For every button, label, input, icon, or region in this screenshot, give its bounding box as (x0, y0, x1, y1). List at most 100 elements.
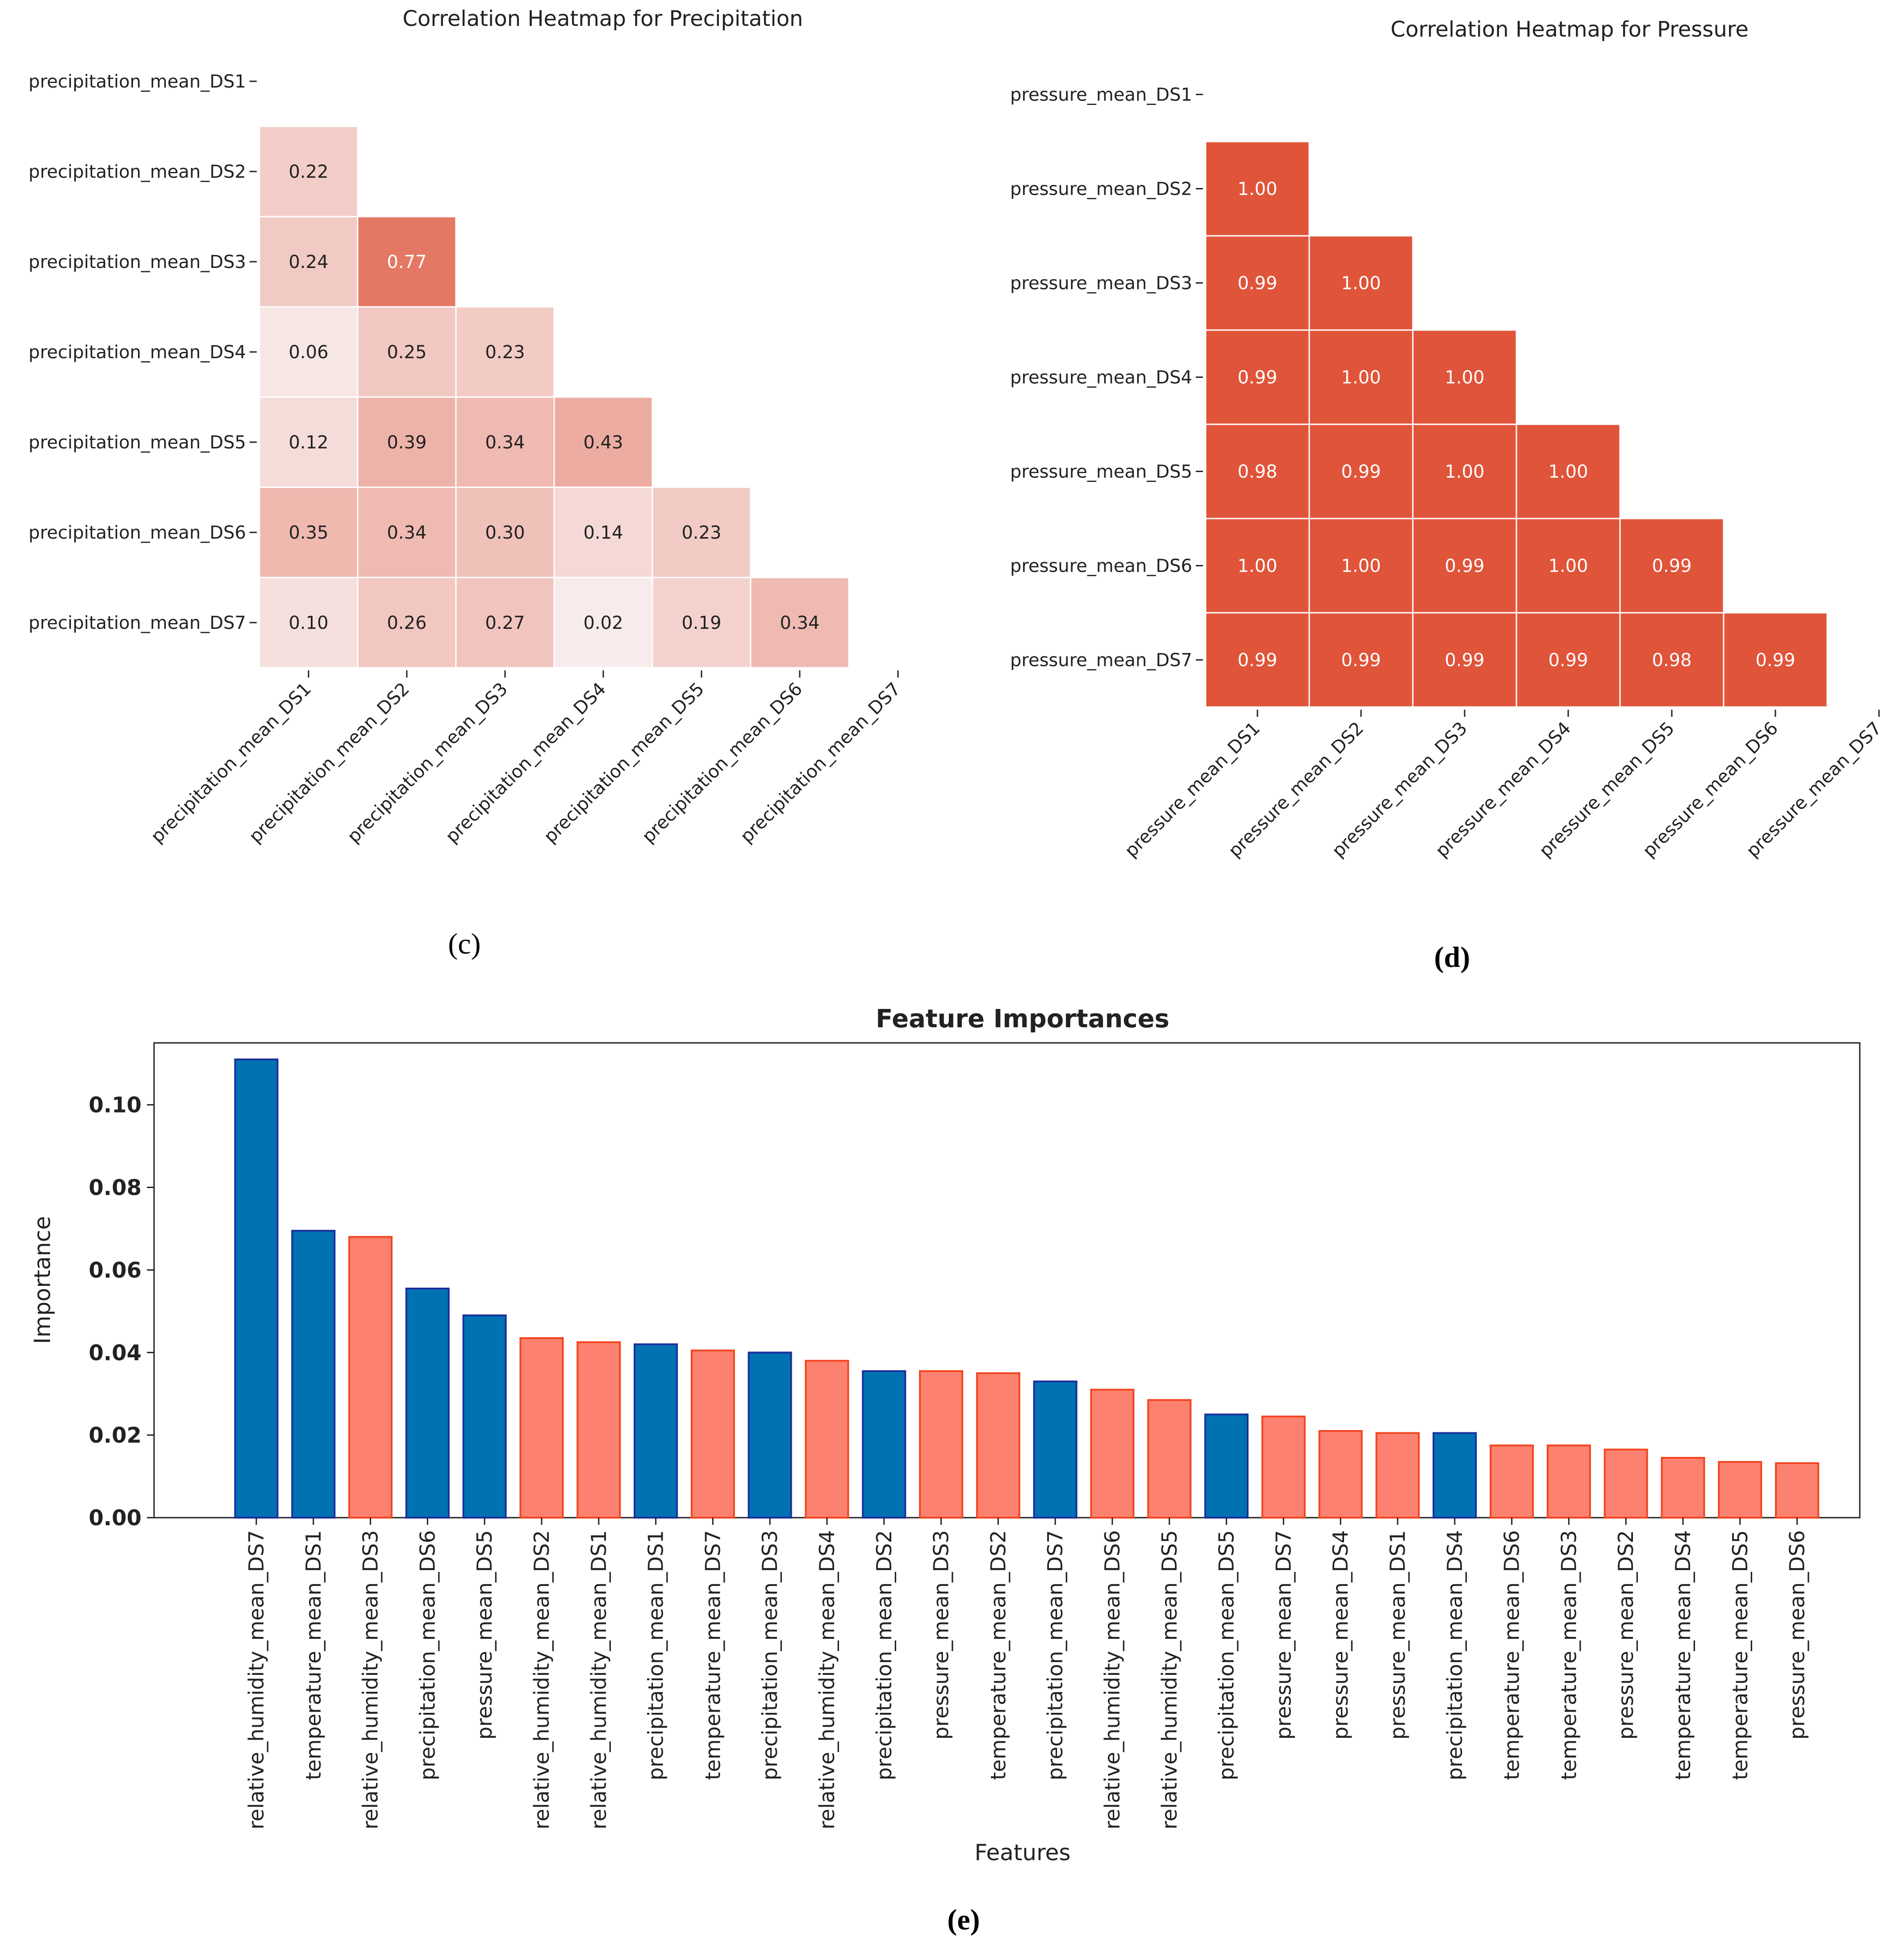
bar-chart-y-tick-label: 0.02 (89, 1423, 142, 1448)
bar (692, 1351, 734, 1518)
heatmap-cell-value: 0.10 (288, 613, 328, 633)
heatmap-cell-value: 0.99 (1237, 650, 1277, 671)
heatmap-cell-value: 0.99 (1755, 650, 1795, 671)
bar-chart-x-tick-label: temperature_mean_DS5 (1728, 1530, 1752, 1780)
bar-chart-x-tick-label: temperature_mean_DS4 (1671, 1530, 1695, 1780)
heatmap-cell-value: 1.00 (1341, 556, 1381, 577)
heatmap-y-tick-label: pressure_mean_DS1 (1010, 85, 1192, 105)
bar (1433, 1433, 1476, 1518)
bar-chart-x-tick-label: pressure_mean_DS1 (1386, 1530, 1410, 1740)
bar (806, 1361, 848, 1518)
bar (577, 1342, 620, 1518)
bar-chart-x-tick-label: relative_humidity_mean_DS4 (815, 1530, 839, 1829)
bar-chart-y-tick-label: 0.08 (89, 1176, 142, 1201)
bar-chart-x-tick-label: pressure_mean_DS5 (472, 1530, 497, 1740)
bar-chart-x-axis-label: Features (975, 1840, 1071, 1866)
bar (1205, 1414, 1248, 1518)
bar-chart-x-tick-label: temperature_mean_DS6 (1500, 1530, 1524, 1780)
heatmap-y-tick-label: precipitation_mean_DS1 (29, 71, 246, 92)
heatmap-cell-value: 1.00 (1237, 556, 1277, 577)
bar-chart-x-tick-label: pressure_mean_DS3 (929, 1530, 953, 1740)
heatmap-cell-value: 0.19 (681, 613, 721, 633)
heatmap-y-tick-label: pressure_mean_DS7 (1010, 650, 1192, 671)
heatmap-cell-value: 0.99 (1341, 462, 1381, 482)
heatmap-y-tick-label: precipitation_mean_DS3 (29, 252, 246, 272)
bar-chart-x-tick-label: relative_humidity_mean_DS6 (1100, 1530, 1124, 1829)
precipitation-heatmap-title: Correlation Heatmap for Precipitation (403, 6, 803, 31)
bar-chart-x-tick-label: pressure_mean_DS4 (1328, 1530, 1353, 1740)
bar (749, 1352, 791, 1518)
heatmap-cell-value: 0.99 (1341, 650, 1381, 671)
heatmap-y-tick-label: precipitation_mean_DS7 (29, 613, 246, 633)
heatmap-cell-value: 0.26 (387, 613, 426, 633)
bar (463, 1315, 506, 1518)
bar-chart-x-tick-label: pressure_mean_DS7 (1271, 1530, 1295, 1740)
bar-chart-y-tick-label: 0.04 (89, 1340, 142, 1365)
bar-chart-y-tick-label: 0.10 (89, 1093, 142, 1118)
heatmap-y-tick-label: precipitation_mean_DS2 (29, 162, 246, 182)
panel-label-d: (d) (1434, 941, 1470, 974)
bar (235, 1059, 278, 1518)
heatmap-cell-value: 0.02 (583, 613, 623, 633)
heatmap-cell-value: 0.06 (288, 342, 328, 363)
heatmap-cell-value: 0.12 (288, 432, 328, 453)
heatmap-cell-value: 0.24 (288, 252, 328, 272)
bar-chart-x-tick-label: temperature_mean_DS3 (1557, 1530, 1581, 1780)
bar (977, 1373, 1019, 1518)
bar (635, 1344, 677, 1518)
heatmap-cell-value: 1.00 (1341, 368, 1381, 388)
bar (863, 1371, 905, 1518)
heatmap-y-tick-label: pressure_mean_DS6 (1010, 556, 1192, 577)
heatmap-y-tick-label: pressure_mean_DS5 (1010, 462, 1192, 482)
bar-chart-x-tick-label: relative_humidity_mean_DS2 (530, 1530, 554, 1829)
heatmap-cell-value: 1.00 (1445, 462, 1484, 482)
bar (1605, 1449, 1647, 1518)
bar-chart-x-tick-label: relative_humidity_mean_DS7 (244, 1530, 268, 1829)
bar (920, 1371, 962, 1518)
heatmap-cell-value: 1.00 (1548, 556, 1588, 577)
bar-chart-x-tick-label: temperature_mean_DS1 (301, 1530, 326, 1780)
heatmap-y-tick-label: pressure_mean_DS3 (1010, 273, 1192, 294)
heatmap-cell-value: 1.00 (1445, 368, 1484, 388)
heatmap-cell-value: 0.43 (583, 432, 623, 453)
bar-chart-x-tick-label: precipitation_mean_DS5 (1215, 1530, 1239, 1780)
bar (521, 1338, 563, 1518)
heatmap-cell-value: 0.99 (1548, 650, 1588, 671)
bar (1034, 1381, 1077, 1518)
bar (1319, 1431, 1362, 1518)
heatmap-cell-value: 0.25 (387, 342, 426, 363)
bar-chart-x-tick-label: temperature_mean_DS2 (986, 1530, 1010, 1780)
heatmap-cell-value: 1.00 (1341, 273, 1381, 294)
heatmap-cell-value: 0.34 (387, 523, 426, 543)
heatmap-cell-value: 0.98 (1652, 650, 1691, 671)
heatmap-cell-value: 0.99 (1445, 650, 1484, 671)
heatmap-cell-value: 0.30 (485, 523, 525, 543)
bar-chart-y-axis-label: Importance (29, 1216, 55, 1344)
heatmap-y-tick-label: pressure_mean_DS4 (1010, 368, 1192, 388)
heatmap-cell-value: 1.00 (1237, 179, 1277, 200)
bar (1776, 1463, 1818, 1518)
heatmap-cell-value: 0.99 (1237, 368, 1277, 388)
bar (349, 1237, 392, 1518)
bar (1148, 1400, 1190, 1518)
heatmap-cell-value: 0.23 (681, 523, 721, 543)
bar-chart-x-tick-label: precipitation_mean_DS7 (1043, 1530, 1067, 1780)
bar (1662, 1458, 1704, 1518)
heatmap-cell-value: 0.22 (288, 162, 328, 182)
panel-label-e: (e) (947, 1904, 980, 1936)
bar (1491, 1445, 1533, 1518)
bar-chart-x-tick-label: precipitation_mean_DS4 (1443, 1530, 1467, 1780)
bar (1377, 1433, 1419, 1518)
bar (1548, 1445, 1590, 1518)
heatmap-cell-value: 0.34 (485, 432, 525, 453)
bar (1262, 1417, 1305, 1518)
bar-chart-title: Feature Importances (876, 1004, 1169, 1034)
bar (292, 1231, 334, 1518)
heatmap-y-tick-label: precipitation_mean_DS6 (29, 523, 246, 543)
bar-chart-x-tick-label: relative_humidity_mean_DS1 (587, 1530, 611, 1829)
heatmap-y-tick-label: pressure_mean_DS2 (1010, 179, 1192, 200)
heatmap-cell-value: 0.34 (780, 613, 819, 633)
bar-chart-y-tick-label: 0.06 (89, 1258, 142, 1283)
panel-label-c: (c) (448, 928, 480, 960)
bar-chart-x-tick-label: precipitation_mean_DS1 (644, 1530, 668, 1780)
